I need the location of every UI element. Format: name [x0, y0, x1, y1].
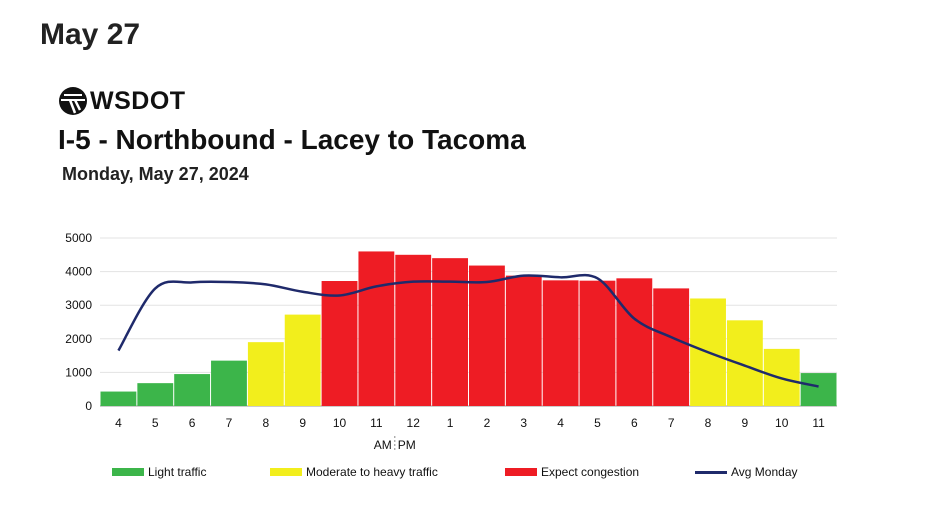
y-tick-label: 1000 — [65, 365, 92, 379]
x-tick-label: 4 — [557, 416, 564, 430]
y-tick-label: 0 — [85, 399, 92, 413]
legend-swatch-moderate — [270, 468, 302, 476]
bar — [469, 265, 505, 406]
x-tick-label: 9 — [742, 416, 749, 430]
am-label: AM — [374, 438, 392, 452]
x-tick-label: 10 — [333, 416, 347, 430]
x-tick-label: 10 — [775, 416, 789, 430]
x-tick-label: 8 — [262, 416, 269, 430]
x-tick-label: 6 — [189, 416, 196, 430]
bar — [542, 280, 579, 406]
page-date-heading: May 27 — [40, 18, 141, 51]
legend-item-congestion: Expect congestion — [505, 462, 639, 482]
legend-swatch-avg — [695, 470, 727, 474]
x-tick-label: 11 — [370, 416, 383, 430]
bar — [321, 281, 358, 406]
x-tick-label: 7 — [226, 416, 233, 430]
x-tick-label: 5 — [152, 416, 159, 430]
bar — [358, 251, 395, 406]
x-tick-label: 7 — [668, 416, 675, 430]
x-tick-label: 1 — [447, 416, 454, 430]
x-tick-label: 4 — [115, 416, 122, 430]
legend-item-moderate: Moderate to heavy traffic — [270, 462, 438, 482]
legend-swatch-congestion — [505, 468, 537, 476]
avg-monday-line — [117, 273, 819, 388]
bar — [505, 275, 542, 406]
x-tick-label: 11 — [812, 416, 825, 430]
x-tick-label: 9 — [299, 416, 306, 430]
y-tick-label: 3000 — [65, 298, 92, 312]
x-tick-label: 6 — [631, 416, 638, 430]
bar — [726, 320, 763, 406]
x-tick-label: 12 — [407, 416, 421, 430]
x-tick-label: 8 — [705, 416, 712, 430]
bar — [653, 288, 690, 406]
legend-label-light: Light traffic — [148, 465, 207, 479]
y-tick-label: 5000 — [65, 231, 92, 245]
bar — [174, 374, 211, 406]
bar — [800, 373, 837, 406]
legend-label-moderate: Moderate to heavy traffic — [306, 465, 438, 479]
logo-text: WSDOT — [90, 86, 186, 115]
legend-swatch-light — [112, 468, 144, 476]
bar — [284, 314, 321, 406]
legend-label-congestion: Expect congestion — [541, 465, 640, 479]
legend-label-avg: Avg Monday — [731, 465, 798, 479]
x-tick-label: 3 — [520, 416, 527, 430]
x-tick-label: 5 — [594, 416, 601, 430]
pm-label: PM — [398, 438, 416, 452]
chart-title: I-5 - Northbound - Lacey to Tacoma — [58, 124, 526, 155]
bar — [579, 280, 616, 406]
x-tick-label: 2 — [484, 416, 491, 430]
wsdot-ferry-logo-icon — [59, 87, 87, 115]
chart-subtitle: Monday, May 27, 2024 — [62, 164, 249, 184]
y-tick-label: 2000 — [65, 332, 92, 346]
bar — [395, 254, 432, 406]
legend-item-light: Light traffic — [112, 462, 206, 482]
chart-legend: Light traffic Moderate to heavy traffic … — [0, 462, 932, 482]
bar — [211, 360, 247, 406]
bar — [137, 383, 174, 406]
legend-item-avg: Avg Monday — [695, 462, 798, 482]
y-tick-label: 4000 — [65, 265, 92, 279]
bar — [247, 342, 284, 406]
bar — [100, 391, 137, 406]
bar — [616, 278, 653, 406]
wsdot-logo: WSDOT — [58, 86, 186, 116]
